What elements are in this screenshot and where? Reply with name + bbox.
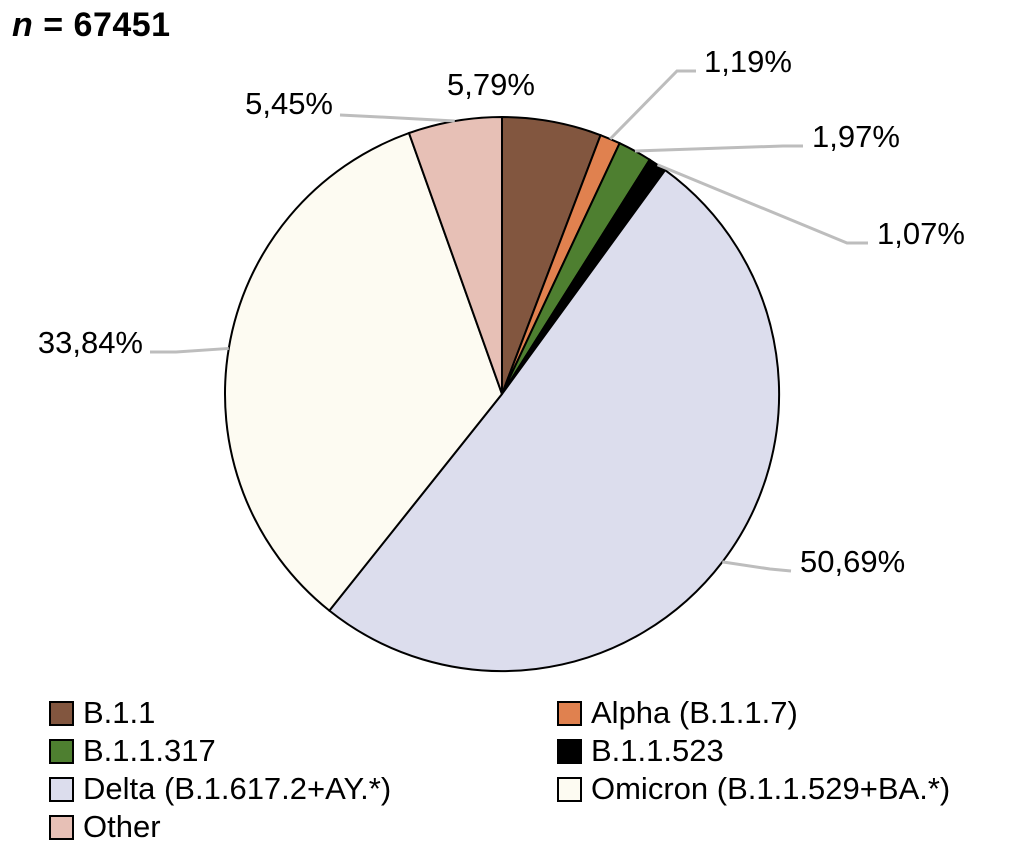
legend-label: Omicron (B.1.1.529+BA.*) xyxy=(591,771,951,806)
pct-label: 1,97% xyxy=(812,119,900,154)
legend-item: B.1.1 xyxy=(49,694,557,732)
leader-line xyxy=(150,346,229,354)
leader-line xyxy=(609,69,696,141)
legend-item: B.1.1.317 xyxy=(49,732,557,770)
legend-swatch xyxy=(49,700,74,726)
legend: B.1.1 Alpha (B.1.1.7) B.1.1.317 B.1.1.523 De… xyxy=(49,694,1009,846)
pct-label: 5,79% xyxy=(447,67,535,102)
legend-label: Other xyxy=(83,809,161,844)
legend-swatch xyxy=(49,814,74,840)
leader-line xyxy=(722,560,792,573)
legend-item: Delta (B.1.617.2+AY.*) xyxy=(49,770,557,808)
legend-item: Alpha (B.1.1.7) xyxy=(557,694,1009,732)
legend-label: Delta (B.1.617.2+AY.*) xyxy=(83,771,392,806)
sample-size-title: n = 67451 xyxy=(12,6,171,45)
pct-label: 33,84% xyxy=(38,325,143,360)
pie-slice-other xyxy=(407,115,503,395)
n-value: = 67451 xyxy=(43,6,171,44)
pie-slice-omicron-b-1-1-529-ba xyxy=(224,131,504,613)
legend-label: B.1.1.523 xyxy=(591,733,724,768)
legend-item: B.1.1.523 xyxy=(557,732,1009,770)
legend-swatch xyxy=(49,776,74,802)
leader-line xyxy=(656,163,868,245)
pct-label: 1,19% xyxy=(704,44,792,79)
leader-line xyxy=(634,144,803,153)
legend-item: Omicron (B.1.1.529+BA.*) xyxy=(557,770,1009,808)
pct-label: 50,69% xyxy=(800,544,905,579)
n-symbol: n xyxy=(12,6,34,44)
legend-swatch xyxy=(49,738,74,764)
pct-label: 5,45% xyxy=(245,86,333,121)
legend-label: B.1.1.317 xyxy=(83,733,216,768)
legend-label: Alpha (B.1.1.7) xyxy=(591,695,798,730)
legend-item: Other xyxy=(49,808,557,846)
legend-label: B.1.1 xyxy=(83,695,156,730)
leader-line xyxy=(339,113,455,123)
legend-swatch xyxy=(557,738,582,764)
legend-swatch xyxy=(557,776,582,802)
pct-label: 1,07% xyxy=(877,216,965,251)
legend-swatch xyxy=(557,700,582,726)
